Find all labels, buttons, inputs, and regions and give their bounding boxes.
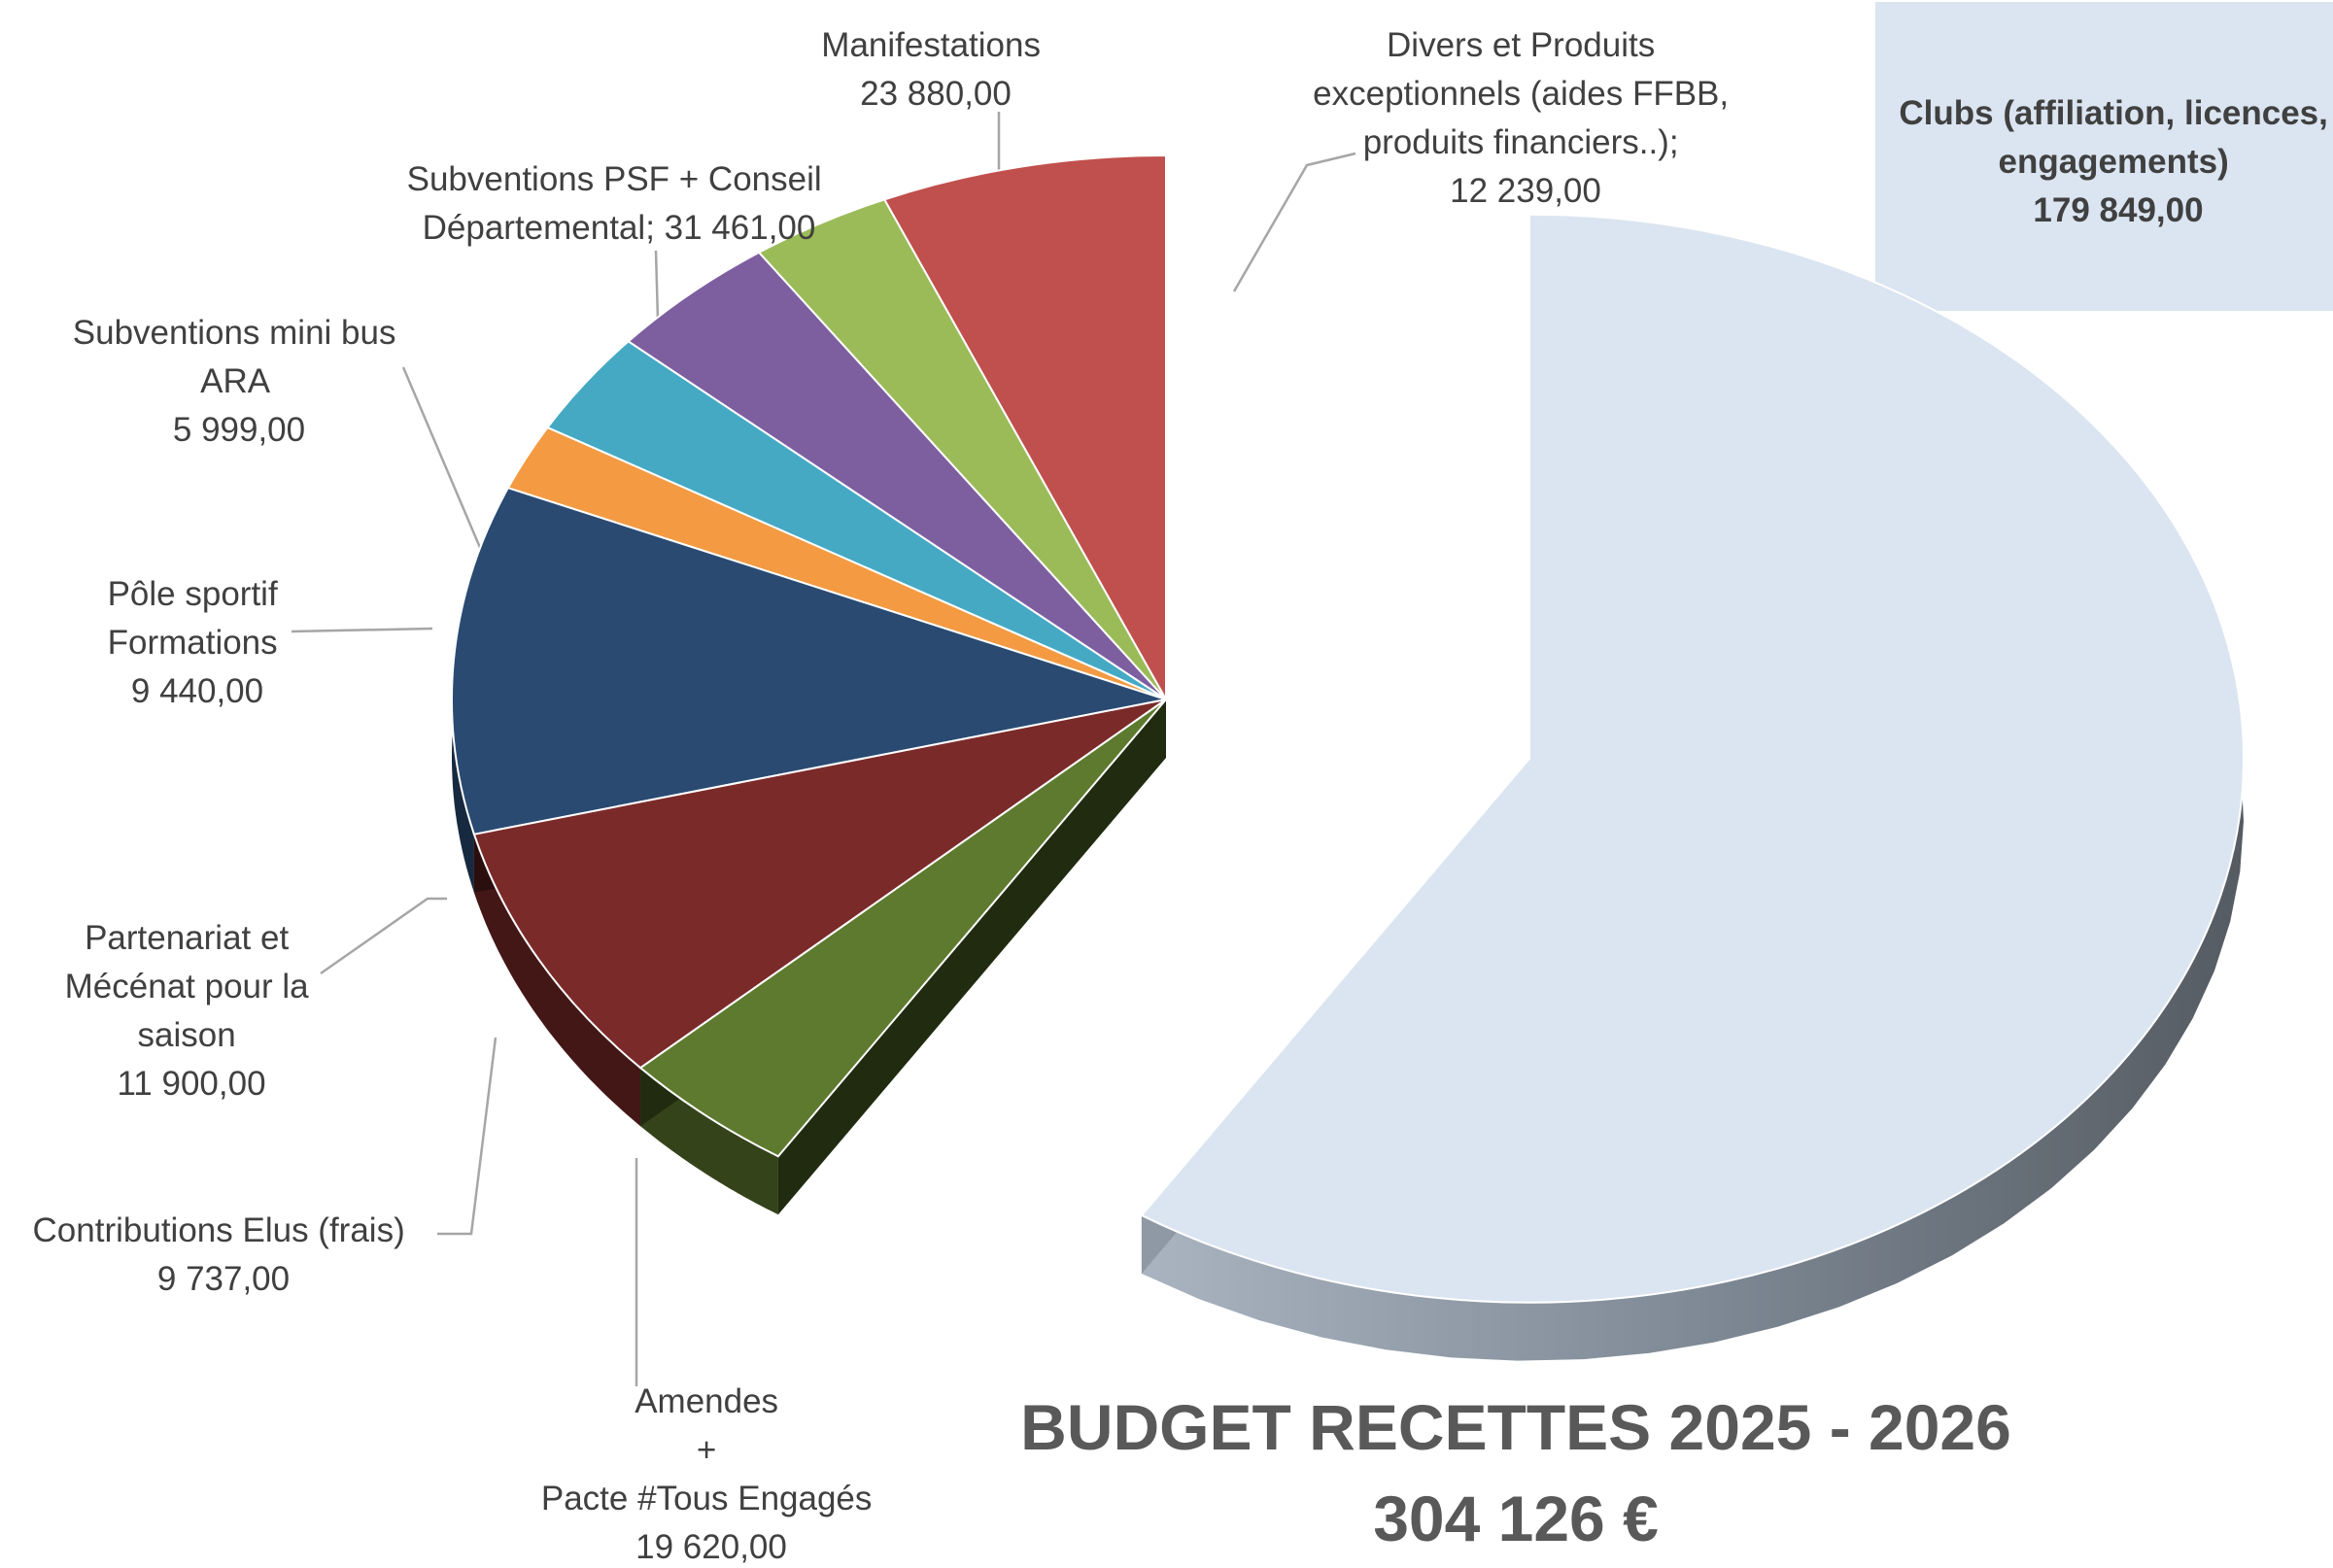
slice-side-1 xyxy=(640,1068,778,1215)
chart-title: BUDGET RECETTES 2025 - 2026 xyxy=(1020,1391,2011,1463)
label-amendes: Amendes + Pacte #Tous Engagés 19 620,00 xyxy=(541,1382,881,1563)
leader-minibus xyxy=(401,366,483,551)
label-clubs: Clubs (affiliation, licences, engagement… xyxy=(1899,94,2333,229)
label-minibus: Subventions mini bus ARA 5 999,00 xyxy=(73,314,405,449)
data-labels: Clubs (affiliation, licences, engagement… xyxy=(33,26,2333,1566)
chart-total: 304 126 € xyxy=(1373,1483,1659,1554)
clubs-label-box xyxy=(1875,2,2333,311)
slice-1 xyxy=(638,699,1167,1215)
slice-wall-1-0 xyxy=(777,699,1166,1215)
leader-pole xyxy=(291,627,433,633)
slice-top-0 xyxy=(1140,213,2246,1304)
slice-top-3 xyxy=(451,486,1167,835)
slice-side-2 xyxy=(473,834,641,1127)
slice-top-1 xyxy=(638,699,1167,1158)
pie-slices xyxy=(451,153,2246,1361)
label-psf: Subventions PSF + Conseil Départemental;… xyxy=(407,160,832,247)
label-pole-sportif: Pôle sportif Formations 9 440,00 xyxy=(108,575,288,710)
slice-0 xyxy=(1140,213,2246,1361)
label-contributions-elus: Contributions Elus (frais) 9 737,00 xyxy=(33,1211,415,1298)
leader-elus xyxy=(437,1037,497,1236)
label-divers: Divers et Produits exceptionnels (aides … xyxy=(1313,26,1738,210)
slice-top-2 xyxy=(472,699,1167,1070)
label-manifestations: Manifestations 23 880,00 xyxy=(821,26,1049,113)
leader-partenariat xyxy=(320,897,447,975)
slice-top-8 xyxy=(882,153,1167,703)
label-partenariat: Partenariat et Mécénat pour la saison 11… xyxy=(65,919,319,1103)
leader-divers xyxy=(1232,152,1356,292)
